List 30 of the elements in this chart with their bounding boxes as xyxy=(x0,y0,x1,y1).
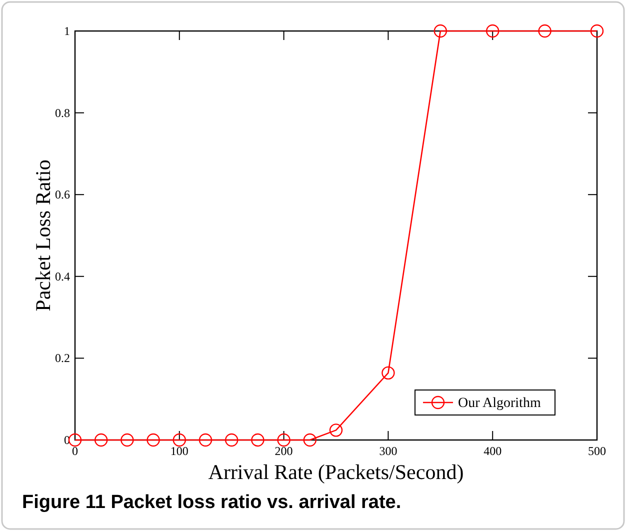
point xyxy=(434,24,447,38)
point xyxy=(172,433,186,447)
point xyxy=(590,24,604,38)
point xyxy=(225,433,238,447)
x-tick-label: 500 xyxy=(588,444,606,458)
x-tick-label: 200 xyxy=(274,444,293,458)
y-tick-label: 0.6 xyxy=(55,188,70,202)
point xyxy=(486,24,500,38)
point xyxy=(68,433,82,447)
y-tick-label: 0.2 xyxy=(55,351,70,366)
legend-label: Our Algorithm xyxy=(458,396,541,411)
x-axis-title: Arrival Rate (Packets/Second) xyxy=(208,460,464,484)
point xyxy=(120,433,134,447)
x-tick-label: 400 xyxy=(484,444,502,458)
x-tick-label: 100 xyxy=(170,444,188,458)
x-tick-label: 300 xyxy=(379,444,398,458)
caption: Figure 11 Packet loss ratio vs. arrival rate. xyxy=(22,492,402,513)
point xyxy=(146,433,160,447)
y-tick-label: 1 xyxy=(64,24,70,38)
y-axis-title: Packet Loss Ratio xyxy=(31,160,55,312)
point xyxy=(277,433,290,447)
y-tick-label: 0.8 xyxy=(55,106,70,120)
point xyxy=(382,366,395,380)
point xyxy=(303,433,316,447)
point xyxy=(251,433,264,447)
point xyxy=(94,433,108,447)
point xyxy=(198,433,212,447)
point xyxy=(329,424,343,437)
point xyxy=(538,24,552,38)
y-tick-label: 0.4 xyxy=(55,269,70,284)
